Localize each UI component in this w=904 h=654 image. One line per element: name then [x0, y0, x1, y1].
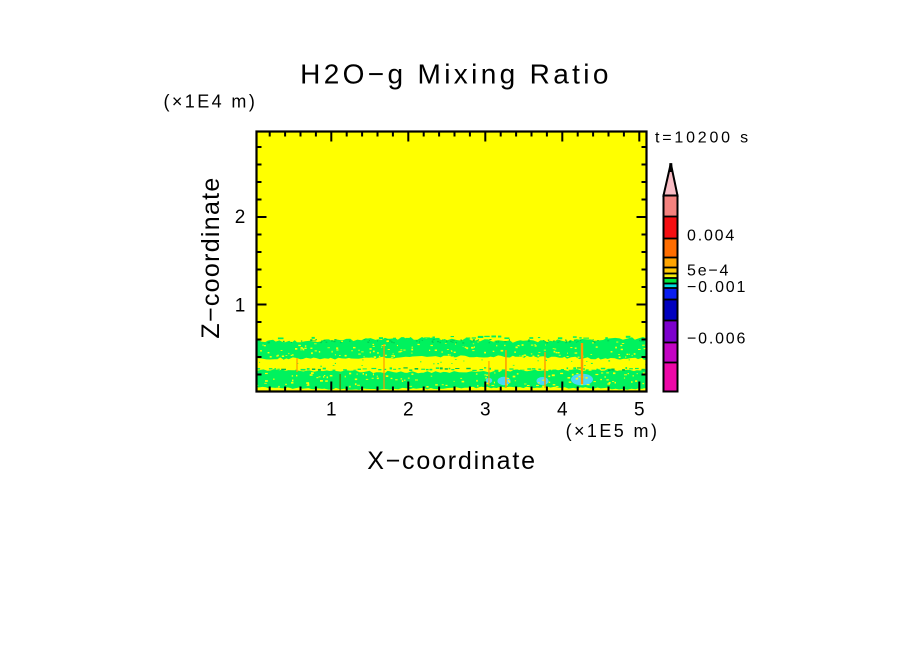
svg-text:(×1E5 m): (×1E5 m): [566, 421, 660, 441]
svg-text:−0.001: −0.001: [687, 279, 747, 296]
svg-text:3: 3: [480, 400, 491, 421]
svg-text:5: 5: [634, 400, 645, 421]
svg-text:4: 4: [557, 400, 568, 421]
svg-text:2: 2: [235, 207, 246, 228]
svg-text:5e−4: 5e−4: [687, 263, 730, 280]
svg-text:Z−coordinate: Z−coordinate: [197, 176, 225, 338]
svg-text:t=10200 s: t=10200 s: [655, 129, 751, 146]
svg-text:−0.006: −0.006: [687, 330, 747, 347]
svg-text:0.004: 0.004: [687, 228, 736, 245]
svg-text:1: 1: [326, 400, 337, 421]
svg-text:(×1E4 m): (×1E4 m): [164, 92, 258, 112]
svg-text:2: 2: [403, 400, 414, 421]
svg-text:H2O−g Mixing Ratio: H2O−g Mixing Ratio: [300, 58, 612, 89]
svg-text:X−coordinate: X−coordinate: [367, 447, 537, 475]
svg-text:1: 1: [235, 296, 246, 317]
